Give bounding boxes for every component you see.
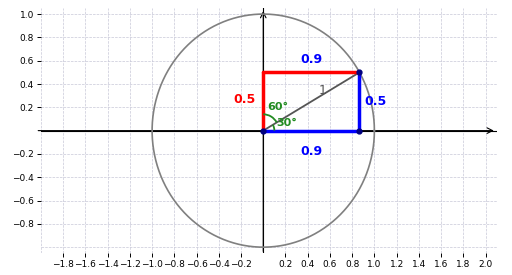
Text: 0.9: 0.9: [301, 145, 323, 158]
Text: 60°: 60°: [268, 102, 289, 112]
Text: 30°: 30°: [276, 118, 297, 128]
Text: 0.5: 0.5: [364, 95, 386, 108]
Text: 0.9: 0.9: [301, 53, 323, 66]
Text: 1: 1: [319, 84, 327, 97]
Text: 0.5: 0.5: [233, 93, 255, 106]
